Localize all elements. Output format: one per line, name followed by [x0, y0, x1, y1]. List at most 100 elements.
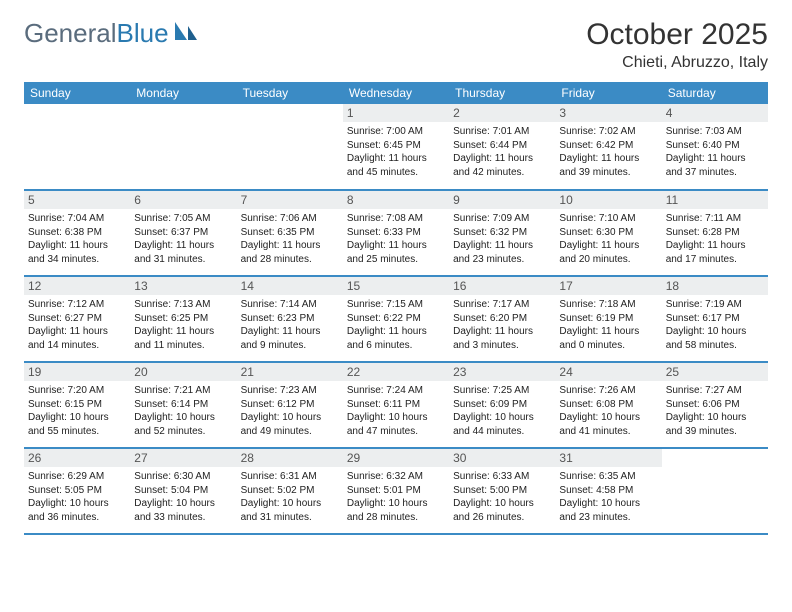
day-cell: 20Sunrise: 7:21 AMSunset: 6:14 PMDayligh… [130, 362, 236, 448]
day-number: 28 [237, 449, 343, 467]
day-number: 17 [555, 277, 661, 295]
sunrise-text: Sunrise: 6:35 AM [559, 470, 657, 484]
day-details: Sunrise: 7:06 AMSunset: 6:35 PMDaylight:… [241, 212, 339, 266]
day-details: Sunrise: 7:15 AMSunset: 6:22 PMDaylight:… [347, 298, 445, 352]
sunset-text: Sunset: 6:06 PM [666, 398, 764, 412]
day-number: 12 [24, 277, 130, 295]
dow-cell: Wednesday [343, 82, 449, 104]
brand-part2: Blue [117, 18, 169, 49]
day-number [130, 104, 236, 122]
sunset-text: Sunset: 5:05 PM [28, 484, 126, 498]
day-number: 10 [555, 191, 661, 209]
daylight-text: Daylight: 11 hours and 0 minutes. [559, 325, 657, 352]
day-number: 23 [449, 363, 555, 381]
day-number: 4 [662, 104, 768, 122]
day-details: Sunrise: 7:04 AMSunset: 6:38 PMDaylight:… [28, 212, 126, 266]
day-cell: 24Sunrise: 7:26 AMSunset: 6:08 PMDayligh… [555, 362, 661, 448]
sunrise-text: Sunrise: 7:13 AM [134, 298, 232, 312]
daylight-text: Daylight: 11 hours and 25 minutes. [347, 239, 445, 266]
sunset-text: Sunset: 6:08 PM [559, 398, 657, 412]
sunset-text: Sunset: 5:00 PM [453, 484, 551, 498]
day-cell: 11 Sunrise: 7:11 AMSunset: 6:28 PMDayligh… [662, 190, 768, 276]
daylight-text: Daylight: 10 hours and 36 minutes. [28, 497, 126, 524]
day-number: 21 [237, 363, 343, 381]
day-details: Sunrise: 7:03 AMSunset: 6:40 PMDaylight:… [666, 125, 764, 179]
day-cell: 2Sunrise: 7:01 AMSunset: 6:44 PMDaylight… [449, 104, 555, 190]
calendar-table: Sunday Monday Tuesday Wednesday Thursday… [24, 82, 768, 535]
day-cell: 21 Sunrise: 7:23 AMSunset: 6:12 PMDayligh… [237, 362, 343, 448]
daylight-text: Daylight: 11 hours and 11 minutes. [134, 325, 232, 352]
day-details: Sunrise: 7:14 AMSunset: 6:23 PMDaylight:… [241, 298, 339, 352]
sunrise-text: Sunrise: 7:21 AM [134, 384, 232, 398]
sunrise-text: Sunrise: 7:17 AM [453, 298, 551, 312]
day-number: 1 [343, 104, 449, 122]
day-number: 7 [237, 191, 343, 209]
sunrise-text: Sunrise: 7:01 AM [453, 125, 551, 139]
sunset-text: Sunset: 6:12 PM [241, 398, 339, 412]
sunrise-text: Sunrise: 7:23 AM [241, 384, 339, 398]
day-cell: 15Sunrise: 7:15 AMSunset: 6:22 PMDayligh… [343, 276, 449, 362]
day-details: Sunrise: 7:21 AMSunset: 6:14 PMDaylight:… [134, 384, 232, 438]
daylight-text: Daylight: 10 hours and 47 minutes. [347, 411, 445, 438]
day-cell: 26Sunrise: 6:29 AMSunset: 5:05 PMDayligh… [24, 448, 130, 534]
sunset-text: Sunset: 6:45 PM [347, 139, 445, 153]
day-cell: 8Sunrise: 7:08 AMSunset: 6:33 PMDaylight… [343, 190, 449, 276]
daylight-text: Daylight: 10 hours and 52 minutes. [134, 411, 232, 438]
day-number: 3 [555, 104, 661, 122]
day-details: Sunrise: 6:35 AMSunset: 4:58 PMDaylight:… [559, 470, 657, 524]
week-row: 1Sunrise: 7:00 AMSunset: 6:45 PMDaylight… [24, 104, 768, 190]
calendar-page: GeneralBlue October 2025 Chieti, Abruzzo… [0, 0, 792, 612]
day-number: 27 [130, 449, 236, 467]
sunrise-text: Sunrise: 6:32 AM [347, 470, 445, 484]
daylight-text: Daylight: 10 hours and 39 minutes. [666, 411, 764, 438]
dow-cell: Sunday [24, 82, 130, 104]
dow-cell: Friday [555, 82, 661, 104]
day-cell: 6 Sunrise: 7:05 AMSunset: 6:37 PMDaylight… [130, 190, 236, 276]
location-label: Chieti, Abruzzo, Italy [586, 54, 768, 72]
daylight-text: Daylight: 11 hours and 45 minutes. [347, 152, 445, 179]
day-cell: 19Sunrise: 7:20 AMSunset: 6:15 PMDayligh… [24, 362, 130, 448]
sunrise-text: Sunrise: 6:31 AM [241, 470, 339, 484]
day-cell: 10 Sunrise: 7:10 AMSunset: 6:30 PMDayligh… [555, 190, 661, 276]
sunset-text: Sunset: 6:44 PM [453, 139, 551, 153]
day-cell [24, 104, 130, 190]
day-details: Sunrise: 7:18 AMSunset: 6:19 PMDaylight:… [559, 298, 657, 352]
day-cell: 27Sunrise: 6:30 AMSunset: 5:04 PMDayligh… [130, 448, 236, 534]
day-details: Sunrise: 6:33 AMSunset: 5:00 PMDaylight:… [453, 470, 551, 524]
day-number: 31 [555, 449, 661, 467]
brand-part1: General [24, 18, 117, 49]
sunrise-text: Sunrise: 7:27 AM [666, 384, 764, 398]
day-number: 11 [662, 191, 768, 209]
sunrise-text: Sunrise: 7:26 AM [559, 384, 657, 398]
day-details: Sunrise: 7:08 AMSunset: 6:33 PMDaylight:… [347, 212, 445, 266]
day-cell: 12Sunrise: 7:12 AMSunset: 6:27 PMDayligh… [24, 276, 130, 362]
day-details: Sunrise: 7:10 AMSunset: 6:30 PMDaylight:… [559, 212, 657, 266]
sunset-text: Sunset: 6:38 PM [28, 226, 126, 240]
day-cell: 13Sunrise: 7:13 AMSunset: 6:25 PMDayligh… [130, 276, 236, 362]
daylight-text: Daylight: 11 hours and 3 minutes. [453, 325, 551, 352]
day-details: Sunrise: 7:05 AMSunset: 6:37 PMDaylight:… [134, 212, 232, 266]
day-cell: 4 Sunrise: 7:03 AMSunset: 6:40 PMDaylight… [662, 104, 768, 190]
day-number: 6 [130, 191, 236, 209]
daylight-text: Daylight: 11 hours and 34 minutes. [28, 239, 126, 266]
day-details: Sunrise: 6:29 AMSunset: 5:05 PMDaylight:… [28, 470, 126, 524]
day-details: Sunrise: 7:23 AMSunset: 6:12 PMDaylight:… [241, 384, 339, 438]
sunrise-text: Sunrise: 7:10 AM [559, 212, 657, 226]
daylight-text: Daylight: 10 hours and 49 minutes. [241, 411, 339, 438]
sunset-text: Sunset: 6:37 PM [134, 226, 232, 240]
sunset-text: Sunset: 6:40 PM [666, 139, 764, 153]
dow-cell: Monday [130, 82, 236, 104]
day-number [24, 104, 130, 122]
day-details: Sunrise: 7:09 AMSunset: 6:32 PMDaylight:… [453, 212, 551, 266]
day-cell: 7 Sunrise: 7:06 AMSunset: 6:35 PMDaylight… [237, 190, 343, 276]
day-cell: 29Sunrise: 6:32 AMSunset: 5:01 PMDayligh… [343, 448, 449, 534]
day-number [237, 104, 343, 122]
daylight-text: Daylight: 11 hours and 37 minutes. [666, 152, 764, 179]
day-number: 22 [343, 363, 449, 381]
daylight-text: Daylight: 11 hours and 17 minutes. [666, 239, 764, 266]
day-cell: 17 Sunrise: 7:18 AMSunset: 6:19 PMDayligh… [555, 276, 661, 362]
sunrise-text: Sunrise: 7:05 AM [134, 212, 232, 226]
day-cell [662, 448, 768, 534]
week-row: 19Sunrise: 7:20 AMSunset: 6:15 PMDayligh… [24, 362, 768, 448]
day-details: Sunrise: 7:11 AMSunset: 6:28 PMDaylight:… [666, 212, 764, 266]
